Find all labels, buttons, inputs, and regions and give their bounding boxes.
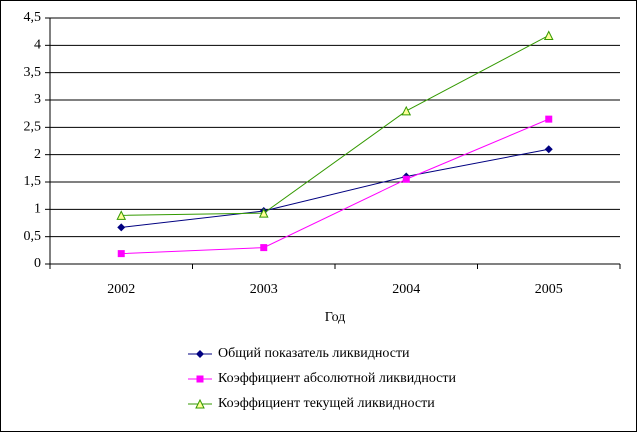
x-axis-title: Год [325, 310, 346, 325]
marker [196, 375, 204, 383]
marker [195, 398, 205, 409]
marker [544, 145, 553, 154]
y-tick-label: 3 [34, 92, 41, 107]
marker [117, 223, 126, 232]
marker [401, 105, 412, 116]
legend-label: Общий показатель ликвидности [218, 346, 410, 361]
x-tick-label: 2003 [250, 282, 278, 297]
y-tick-label: 4,5 [24, 10, 42, 25]
marker [545, 115, 553, 123]
y-tick-label: 1,5 [24, 174, 42, 189]
x-tick-label: 2005 [535, 282, 563, 297]
y-tick-label: 2 [34, 147, 41, 162]
y-tick-label: 3,5 [24, 65, 42, 80]
y-tick-label: 0,5 [24, 229, 42, 244]
series-line [121, 148, 549, 228]
marker [116, 210, 127, 220]
x-tick-label: 2004 [392, 282, 420, 297]
marker [117, 250, 125, 258]
legend-label: Коэффициент абсолютной ликвидности [218, 371, 457, 386]
x-tick-label: 2002 [107, 282, 135, 297]
marker [196, 350, 204, 358]
y-tick-label: 4 [34, 38, 41, 53]
y-tick-label: 1 [34, 202, 41, 217]
series-line [121, 35, 549, 216]
y-tick-label: 0 [34, 256, 41, 271]
marker [258, 208, 269, 218]
marker [543, 30, 554, 40]
y-tick-label: 2,5 [24, 120, 42, 135]
marker [402, 175, 410, 183]
marker [260, 244, 268, 252]
legend-label: Коэффициент текущей ликвидности [218, 396, 435, 411]
series-line [121, 118, 549, 255]
